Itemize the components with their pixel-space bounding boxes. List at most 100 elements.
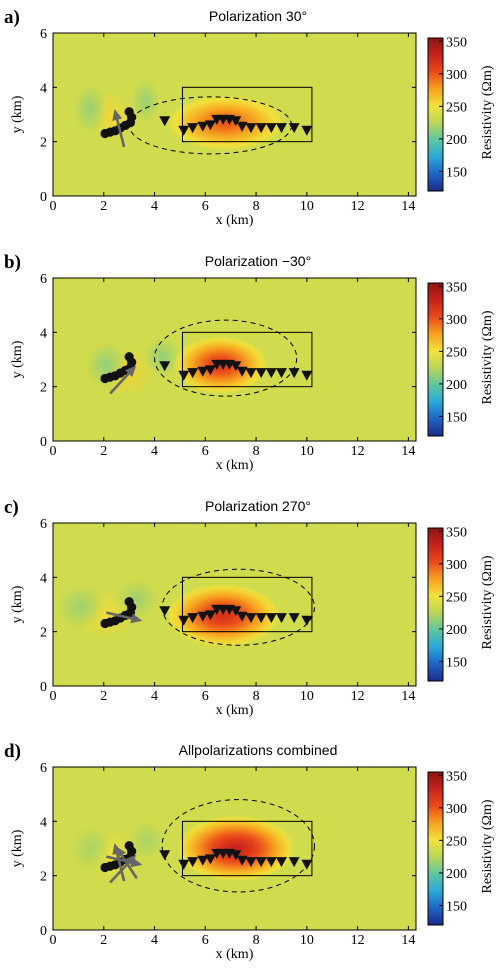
anomaly-body: [164, 94, 287, 152]
x-tick-label: 10: [300, 933, 314, 948]
x-tick-label: 14: [401, 199, 415, 214]
colorbar: [427, 37, 444, 192]
heatmap-field: [70, 799, 315, 893]
receiver-marker: [204, 854, 216, 865]
polarization-arrow-head: [130, 857, 143, 868]
y-tick-label: 2: [40, 870, 47, 885]
colorbar-tick-label: 150: [446, 899, 467, 914]
x-tick-label: 6: [202, 444, 209, 459]
receiver-marker: [197, 121, 209, 132]
panel-label: d): [4, 741, 21, 762]
y-tick-label: 0: [40, 435, 47, 450]
receiver-marker: [204, 120, 216, 131]
receiver-marker: [275, 368, 287, 379]
polarization-arrow-head: [130, 613, 143, 624]
receiver-marker: [236, 366, 248, 377]
source-point: [124, 107, 134, 117]
receiver-marker: [255, 613, 267, 624]
x-tick-label: 8: [253, 444, 260, 459]
colorbar-tick-label: 350: [446, 35, 467, 50]
dipole-low-lobe: [129, 820, 165, 860]
receiver-marker: [265, 857, 277, 868]
receiver-marker: [275, 613, 287, 624]
colorbar: [427, 282, 444, 437]
y-tick-label: 4: [40, 326, 47, 341]
panel-b: 0 2 4 6 8 10 12 14 0 2 4 6 x (km) y (km) b) Polarizatio…: [4, 252, 495, 473]
x-tick-label: 12: [351, 689, 365, 704]
x-tick-label: 14: [401, 689, 415, 704]
y-tick-label: 0: [40, 924, 47, 939]
receiver-marker: [275, 123, 287, 134]
polarization-arrow-shaft: [109, 372, 130, 395]
x-tick-label: 6: [202, 689, 209, 704]
colorbar: [427, 527, 444, 682]
x-tick-label: 4: [151, 689, 158, 704]
panel-d: 0 2 4 6 8 10 12 14 0 2 4 6 x (km) y (km) d) Allpolariza…: [4, 741, 495, 962]
receiver-marker: [255, 368, 267, 379]
receiver-marker: [230, 361, 242, 372]
y-tick-label: 4: [40, 81, 47, 96]
receiver-marker: [178, 370, 190, 381]
y-axis-label: y (km): [10, 340, 25, 378]
receiver-marker: [230, 606, 242, 617]
polarization-arrow-head: [115, 846, 126, 859]
receiver-marker: [230, 850, 242, 861]
receiver-marker: [159, 116, 171, 127]
colorbar-tick-label: 250: [446, 345, 467, 360]
x-tick-label: 14: [401, 444, 415, 459]
colorbar-tick-label: 200: [446, 378, 467, 393]
polarization-arrow-shaft: [106, 611, 132, 620]
dipole-low-lobe: [70, 826, 112, 871]
dipole-low-lobe: [115, 579, 159, 619]
receiver-marker: [301, 125, 313, 136]
heatmap-field: [86, 319, 313, 398]
receiver-marker: [178, 859, 190, 870]
colorbar-tick-label: 200: [446, 133, 467, 148]
colorbar-tick-label: 150: [446, 655, 467, 670]
colorbar-tick-label: 250: [446, 100, 467, 115]
x-axis-label: x (km): [216, 947, 254, 962]
colorbar: [427, 771, 444, 926]
x-tick-label: 2: [100, 933, 107, 948]
colorbar-tick-label: 250: [446, 834, 467, 849]
receiver-marker: [230, 116, 242, 127]
panel-title: Polarization 270°: [205, 498, 311, 514]
receiver-marker: [187, 368, 199, 379]
receiver-marker: [236, 855, 248, 866]
plot-frame: [52, 32, 417, 197]
receiver-marker: [265, 613, 277, 624]
y-tick-label: 0: [40, 680, 47, 695]
polarization-arrow-head: [124, 365, 137, 378]
panel-a: 0 2 4 6 8 10 12 14 0 2 4 6 x (km) y (km) a) Polarizatio…: [4, 7, 495, 228]
receiver-marker: [187, 123, 199, 134]
plot-frame: [52, 522, 417, 687]
x-tick-label: 0: [50, 689, 57, 704]
receiver-marker: [245, 613, 257, 624]
colorbar-tick-label: 200: [446, 867, 467, 882]
receiver-marker: [204, 610, 216, 621]
colorbar-tick-label: 300: [446, 802, 467, 817]
target-box: [181, 331, 313, 388]
receiver-marker: [265, 123, 277, 134]
x-tick-label: 12: [351, 199, 365, 214]
x-tick-label: 8: [253, 933, 260, 948]
plot-frame: [52, 277, 417, 442]
colorbar-tick-label: 150: [446, 165, 467, 180]
colorbar-tick-label: 300: [446, 68, 467, 83]
x-tick-label: 8: [253, 199, 260, 214]
receiver-marker: [178, 125, 190, 136]
receiver-marker: [301, 859, 313, 870]
x-axis-label: x (km): [216, 458, 254, 473]
dipole-low-lobe: [73, 84, 107, 134]
dipole-low-lobe: [144, 337, 180, 377]
receiver-marker: [159, 606, 171, 617]
colorbar-label: Resistivity (Ωm): [480, 65, 495, 159]
panel-label: a): [4, 7, 20, 28]
x-tick-label: 6: [202, 933, 209, 948]
x-tick-label: 4: [151, 199, 158, 214]
x-tick-label: 14: [401, 933, 415, 948]
target-box: [181, 86, 313, 143]
receiver-marker: [197, 855, 209, 866]
receiver-marker: [197, 366, 209, 377]
